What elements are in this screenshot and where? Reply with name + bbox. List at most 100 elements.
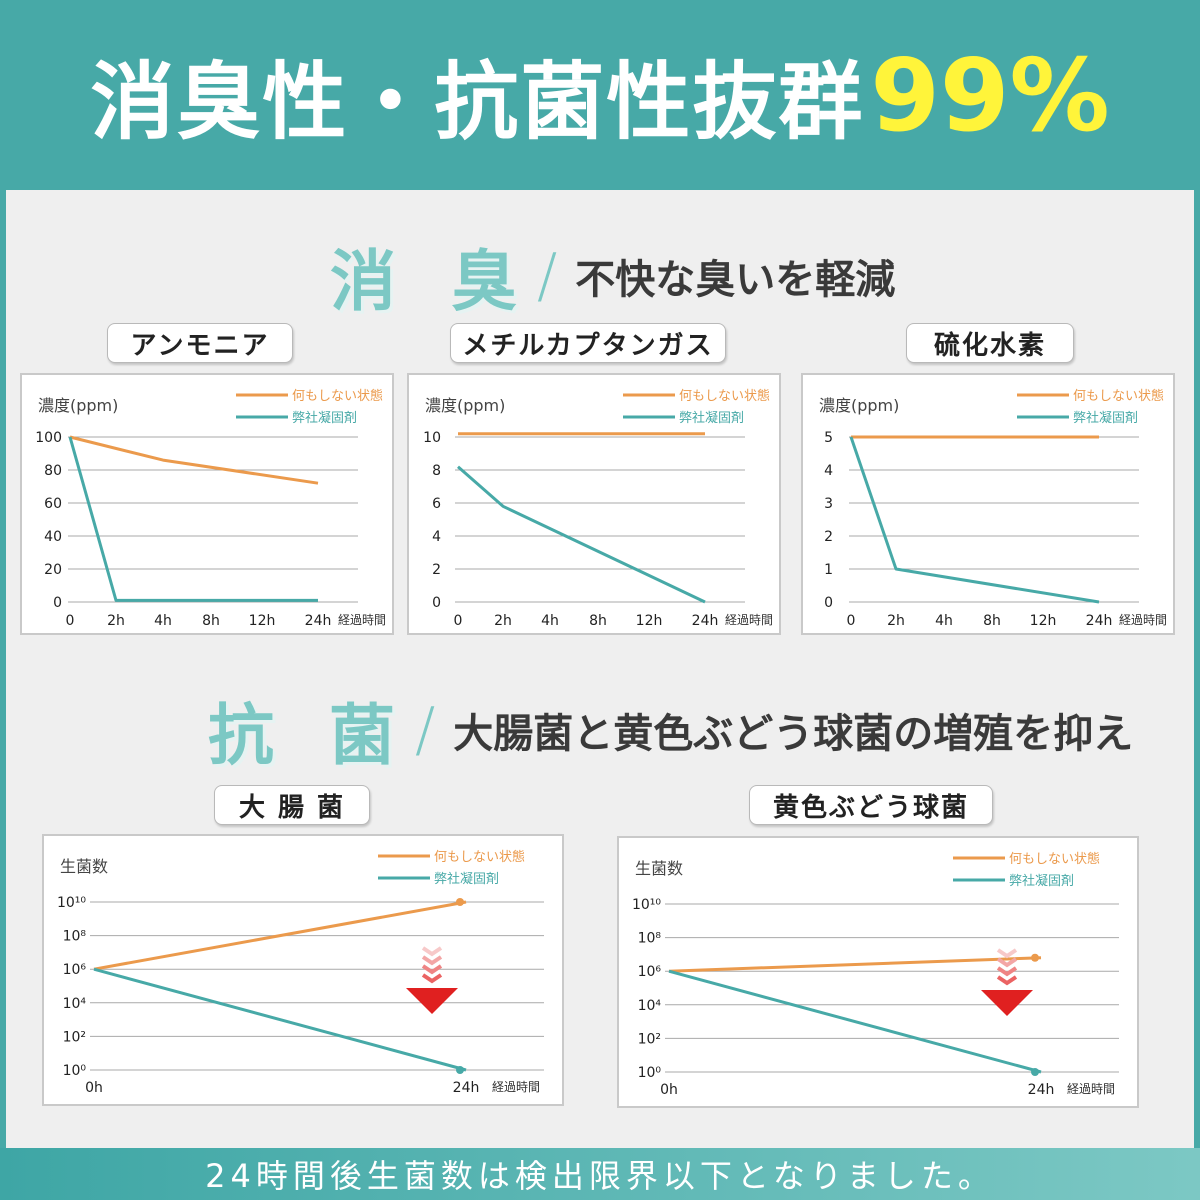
- series-line: [93, 967, 467, 1072]
- y-tick-label: 4: [432, 529, 441, 545]
- chart-ammonia-svg: 濃度(ppm) 0 20 40 60 80 100 0 2h 4h 8h 12h 24h 経過時間 何もしな…: [35, 388, 386, 629]
- x-tick-label: 24h: [1086, 613, 1113, 629]
- chart-staph: 生菌数 10⁰ 10² 10⁴ 10⁶ 10⁸ 10¹⁰ 0h 24h 経過時間 何もしない状態 弊社…: [617, 836, 1139, 1108]
- y-tick-label: 4: [824, 463, 833, 479]
- arrow-chevron: [421, 964, 443, 975]
- y-tick-label: 20: [44, 562, 62, 578]
- arrow-chevron: [996, 975, 1018, 986]
- arrow-chevron: [996, 948, 1018, 959]
- series-line: [849, 436, 1100, 604]
- y-tick-label: 10⁸: [638, 931, 662, 947]
- series-endpoint: [456, 898, 464, 906]
- footer-text: 24時間後生菌数は検出限界以下となりました。: [205, 1157, 995, 1195]
- series-endpoint: [1031, 1068, 1039, 1076]
- series-line: [668, 969, 1042, 1074]
- series-line: [68, 436, 318, 602]
- x-axis-label: 経過時間: [492, 1080, 540, 1094]
- chart-label-ammonia: アンモニア: [107, 323, 293, 363]
- chart-h2s-svg: 濃度(ppm) 0 1 2 3 4 5 0 2h 4h 8h 12h 24h 経過時間 何もしない状態弊社凝…: [819, 388, 1167, 629]
- y-tick-label: 40: [44, 529, 62, 545]
- series-line: [457, 465, 706, 604]
- legend-label: 何もしない状態: [1009, 851, 1100, 867]
- y-tick-label: 0: [432, 595, 441, 611]
- legend-label: 弊社凝固剤: [1009, 873, 1074, 889]
- series-line: [668, 956, 1042, 973]
- y-tick-label: 10¹⁰: [57, 895, 86, 911]
- deodorize-heading: 消 臭 / 不快な臭いを軽減: [330, 228, 895, 324]
- chart-label-methyl: メチルカプタンガス: [450, 323, 726, 363]
- series-endpoint: [456, 1066, 464, 1074]
- chart-label-ecoli: 大 腸 菌: [214, 785, 370, 825]
- y-tick-label: 10¹⁰: [632, 897, 661, 913]
- y-tick-label: 10⁸: [63, 929, 87, 945]
- y-tick-label: 10: [423, 430, 441, 446]
- y-tick-label: 10⁰: [63, 1063, 87, 1079]
- y-tick-label: 0: [53, 595, 62, 611]
- y-tick-label: 6: [432, 496, 441, 512]
- x-tick-label: 24h: [305, 613, 332, 629]
- y-axis-label: 濃度(ppm): [819, 396, 899, 415]
- y-axis-label: 生菌数: [635, 859, 683, 878]
- x-tick-label: 2h: [887, 613, 905, 629]
- x-tick-label: 0: [847, 613, 856, 629]
- y-tick-label: 10⁰: [638, 1065, 662, 1081]
- chart-methyl: 濃度(ppm) 0 2 4 6 8 10 0 2h 4h 8h 12h 24h 経過時間 何もしない状態 弊社…: [407, 373, 781, 635]
- x-tick-label: 2h: [107, 613, 125, 629]
- x-tick-label: 24h: [692, 613, 719, 629]
- x-tick-label: 8h: [589, 613, 607, 629]
- x-tick-label: 4h: [935, 613, 953, 629]
- y-tick-label: 10²: [63, 1029, 86, 1045]
- x-tick-label: 12h: [249, 613, 276, 629]
- deodorize-subtitle: 不快な臭いを軽減: [575, 257, 896, 303]
- x-tick-label: 12h: [636, 613, 663, 629]
- legend-label: 弊社凝固剤: [434, 871, 499, 887]
- legend-label: 弊社凝固剤: [292, 410, 357, 426]
- x-tick-label: 24h: [453, 1080, 480, 1096]
- y-tick-label: 10⁴: [638, 998, 662, 1014]
- arrow-chevron: [421, 946, 443, 957]
- x-axis-label: 経過時間: [1067, 1082, 1115, 1096]
- x-tick-label: 0h: [660, 1082, 678, 1098]
- slash-divider: /: [414, 695, 436, 765]
- x-axis-label: 経過時間: [338, 613, 386, 627]
- y-tick-label: 80: [44, 463, 62, 479]
- series-line: [69, 435, 319, 485]
- legend-label: 弊社凝固剤: [1073, 410, 1138, 426]
- chart-label-staph: 黄色ぶどう球菌: [749, 785, 993, 825]
- y-axis-label: 濃度(ppm): [425, 396, 505, 415]
- x-tick-label: 8h: [202, 613, 220, 629]
- footer-banner: 24時間後生菌数は検出限界以下となりました。: [0, 1148, 1200, 1200]
- arrow-head: [406, 988, 458, 1014]
- y-tick-label: 10⁴: [63, 996, 87, 1012]
- chart-h2s: 濃度(ppm) 0 1 2 3 4 5 0 2h 4h 8h 12h 24h 経過時間 何もしない状態 弊社凝…: [801, 373, 1175, 635]
- y-tick-label: 10⁶: [63, 962, 87, 978]
- chart-staph-svg: 生菌数 10⁰ 10² 10⁴ 10⁶ 10⁸ 10¹⁰ 0h 24h 経過時間 何もしない状態弊社…: [632, 851, 1119, 1098]
- series-endpoint: [1031, 953, 1039, 962]
- x-tick-label: 2h: [494, 613, 512, 629]
- decrease-arrow-icon: [981, 948, 1033, 1016]
- decrease-arrow-icon: [406, 946, 458, 1014]
- legend-label: 何もしない状態: [292, 388, 383, 404]
- x-tick-label: 4h: [541, 613, 559, 629]
- y-tick-label: 100: [35, 430, 62, 446]
- arrow-head: [981, 990, 1033, 1016]
- arrow-chevron: [996, 966, 1018, 977]
- y-tick-label: 2: [432, 562, 441, 578]
- x-tick-label: 24h: [1028, 1082, 1055, 1098]
- header-title: 消臭性・抗菌性抜群: [90, 52, 865, 151]
- legend-label: 何もしない状態: [1073, 388, 1164, 404]
- y-tick-label: 0: [824, 595, 833, 611]
- x-tick-label: 8h: [983, 613, 1001, 629]
- chart-methyl-svg: 濃度(ppm) 0 2 4 6 8 10 0 2h 4h 8h 12h 24h 経過時間 何もしない状態弊社…: [423, 388, 773, 629]
- y-axis-label: 濃度(ppm): [38, 396, 118, 415]
- x-tick-label: 0: [454, 613, 463, 629]
- x-tick-label: 4h: [154, 613, 172, 629]
- y-tick-label: 10⁶: [638, 964, 662, 980]
- header-highlight: 99%: [870, 36, 1110, 154]
- y-tick-label: 60: [44, 496, 62, 512]
- arrow-chevron: [996, 957, 1018, 968]
- antibacterial-subtitle: 大腸菌と黄色ぶどう球菌の増殖を抑え: [453, 711, 1134, 757]
- antibacterial-title: 抗 菌: [208, 697, 411, 774]
- legend-label: 何もしない状態: [679, 388, 770, 404]
- chart-ecoli: 生菌数 10⁰ 10² 10⁴ 10⁶ 10⁸ 10¹⁰ 0h 24h 経過時間 何もしない状態 弊社…: [42, 834, 564, 1106]
